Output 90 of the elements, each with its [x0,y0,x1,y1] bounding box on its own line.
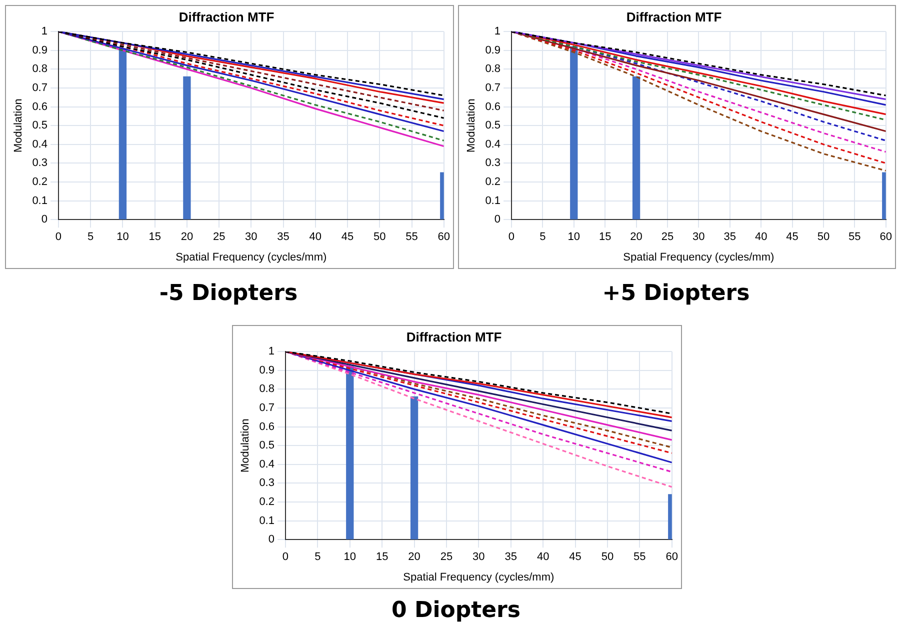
x-tick-label: 30 [472,551,485,564]
x-axis-title: Spatial Frequency (cycles/mm) [403,571,554,584]
x-tick-label: 35 [504,551,518,564]
x-tick-label: 15 [376,551,388,564]
y-tick-label: 0.4 [32,138,48,150]
x-tick-label: 50 [817,231,830,244]
x-tick-label: 35 [277,231,290,244]
y-tick-label: 0.7 [485,82,500,94]
x-tick-label: 25 [661,231,674,244]
y-tick-label: 0.9 [32,44,48,56]
x-tick-label: 10 [344,551,356,564]
x-tick-label: 0 [282,551,289,564]
x-tick-label: 0 [55,231,62,244]
x-tick-label: 60 [880,231,892,244]
x-tick-label: 30 [692,231,705,244]
y-tick-label: 0.9 [259,364,274,376]
y-tick-label: 0.3 [485,157,500,170]
y-tick-label: 1 [494,26,500,38]
y-tick-label: 0.1 [485,194,500,207]
y-tick-label: 0.7 [32,82,48,94]
x-tick-label: 20 [630,231,642,244]
bar [570,46,578,220]
x-tick-label: 20 [408,551,420,564]
x-tick-label: 40 [309,231,322,244]
text: -5 Diopters [158,281,299,306]
x-tick-label: 40 [536,551,550,564]
x-tick-label: 45 [786,231,798,244]
bar [346,366,354,540]
bar [632,76,640,220]
x-tick-label: 5 [314,551,321,564]
y-tick-label: 0.5 [485,120,500,132]
x-tick-label: 10 [116,231,129,244]
y-tick-label: 0.6 [259,420,274,433]
x-tick-label: 55 [848,231,861,244]
y-tick-label: 0.2 [32,176,48,188]
x-axis-title: Spatial Frequency (cycles/mm) [176,251,327,264]
y-tick-label: 0.3 [259,477,274,490]
bar [410,396,418,540]
x-tick-label: 35 [724,231,736,244]
y-tick-label: 0 [494,214,500,226]
y-tick-label: 1 [41,26,48,38]
y-tick-label: 0.2 [259,496,274,508]
chart-title: Diffraction MTF [626,9,722,24]
y-tick-label: 0.3 [32,157,48,170]
x-tick-label: 30 [245,231,258,244]
y-tick-label: 0.8 [259,383,274,396]
x-tick-label: 55 [634,551,646,564]
x-tick-label: 60 [438,231,450,244]
y-tick-label: 0.1 [32,194,48,207]
x-tick-label: 10 [568,231,580,244]
y-tick-label: 0.5 [259,440,274,452]
x-tick-label: 55 [406,231,418,244]
y-tick-label: 1 [268,346,274,358]
x-tick-label: 15 [148,231,161,244]
y-tick-label: 0 [41,214,48,226]
x-tick-label: 25 [440,551,453,564]
bar [118,48,127,220]
x-tick-label: 50 [601,551,614,564]
x-tick-label: 15 [598,231,612,244]
x-tick-label: 0 [508,231,515,244]
bar [183,76,191,220]
y-tick-label: 0.4 [485,138,500,150]
x-tick-label: 50 [374,231,386,244]
x-tick-label: 25 [212,231,226,244]
x-tick-label: 20 [180,231,194,244]
y-tick-label: 0.4 [259,458,274,470]
y-tick-label: 0.2 [485,176,500,188]
y-tick-label: 0.5 [32,120,48,132]
x-tick-label: 45 [341,231,354,244]
x-tick-label: 45 [569,551,582,564]
x-tick-label: 40 [754,231,768,244]
y-axis-title: Modulation [12,98,25,153]
y-tick-label: 0.9 [485,44,500,56]
y-tick-label: 0.7 [259,402,274,414]
y-tick-label: 0.6 [485,100,500,113]
chart-title: Diffraction MTF [406,329,502,344]
x-axis-title: Spatial Frequency (cycles/mm) [623,251,774,264]
y-tick-label: 0.1 [259,514,274,527]
y-tick-label: 0.6 [32,100,48,113]
x-tick-label: 60 [666,551,678,564]
y-tick-label: 0 [268,534,274,546]
text: +5 Diopters [601,281,751,306]
text: 0 Diopters [390,598,522,623]
x-tick-label: 5 [88,231,94,244]
y-axis-title: Modulation [240,418,252,473]
y-axis-title: Modulation [466,98,478,153]
y-tick-label: 0.8 [32,63,48,76]
x-tick-label: 5 [540,231,546,244]
chart-title: Diffraction MTF [178,9,274,24]
y-tick-label: 0.8 [485,63,500,76]
